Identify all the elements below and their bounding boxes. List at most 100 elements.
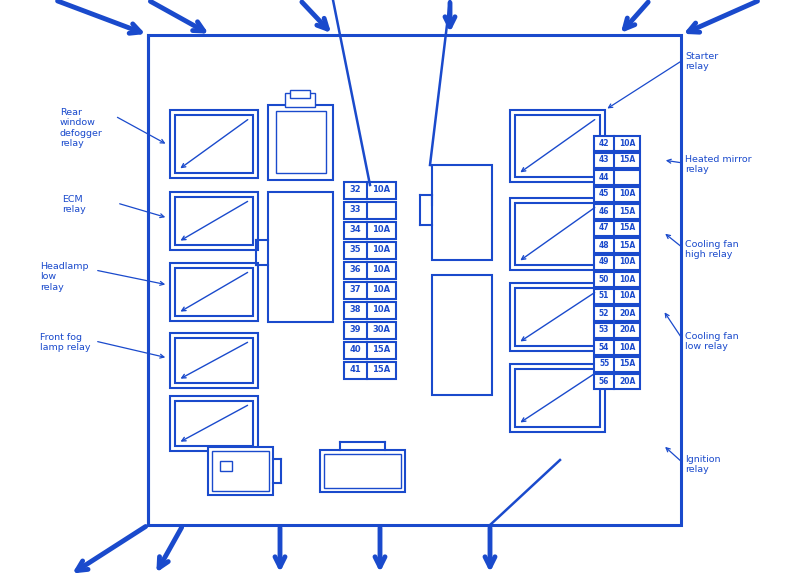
Bar — [594, 271, 640, 286]
Bar — [510, 110, 605, 182]
Text: 10A: 10A — [619, 190, 635, 198]
Text: 54: 54 — [599, 342, 610, 352]
Text: 15A: 15A — [619, 207, 635, 215]
Text: 10A: 10A — [372, 186, 390, 194]
Bar — [594, 254, 640, 269]
Bar — [276, 111, 326, 173]
Text: 10A: 10A — [372, 246, 390, 254]
Text: 34: 34 — [350, 225, 362, 235]
Bar — [594, 136, 640, 151]
Text: 30A: 30A — [373, 325, 390, 335]
Bar — [268, 105, 333, 180]
Text: 48: 48 — [599, 240, 610, 250]
Text: 15A: 15A — [372, 365, 390, 374]
Text: 41: 41 — [350, 365, 362, 374]
Bar — [344, 342, 396, 359]
Bar — [515, 288, 600, 346]
Text: 10A: 10A — [619, 257, 635, 267]
Text: 40: 40 — [350, 346, 362, 354]
Bar — [432, 165, 492, 260]
Text: 20A: 20A — [619, 308, 635, 318]
Bar — [344, 201, 396, 218]
Bar — [594, 357, 640, 371]
Bar — [594, 169, 640, 184]
Bar — [175, 268, 253, 316]
Text: ECM
relay: ECM relay — [62, 195, 86, 214]
Text: 45: 45 — [599, 190, 610, 198]
Text: 20A: 20A — [619, 325, 635, 335]
Bar — [515, 203, 600, 265]
Text: 35: 35 — [350, 246, 362, 254]
Text: 15A: 15A — [619, 223, 635, 232]
Bar — [594, 339, 640, 354]
Text: 10A: 10A — [372, 225, 390, 235]
Bar — [594, 322, 640, 338]
Bar — [432, 275, 492, 395]
Bar — [344, 301, 396, 318]
Text: 15A: 15A — [619, 360, 635, 368]
Text: 15A: 15A — [619, 240, 635, 250]
Bar — [510, 283, 605, 351]
Bar — [515, 369, 600, 427]
Bar — [510, 198, 605, 270]
Bar — [594, 186, 640, 201]
Text: Cooling fan
high relay: Cooling fan high relay — [685, 240, 738, 260]
Bar — [170, 396, 258, 451]
Bar — [510, 364, 605, 432]
Bar — [268, 192, 333, 322]
Bar — [175, 115, 253, 173]
Text: 51: 51 — [599, 292, 610, 300]
Bar — [594, 306, 640, 321]
Bar — [344, 261, 396, 279]
Bar — [594, 152, 640, 168]
Text: 36: 36 — [350, 265, 362, 275]
Bar — [285, 93, 315, 107]
Bar — [594, 221, 640, 236]
Text: 55: 55 — [599, 360, 610, 368]
Bar — [220, 461, 232, 471]
Bar — [594, 374, 640, 389]
Text: 38: 38 — [350, 306, 361, 314]
Bar — [344, 361, 396, 378]
Text: 10A: 10A — [372, 265, 390, 275]
Bar — [344, 321, 396, 339]
Bar — [594, 237, 640, 253]
Text: 56: 56 — [599, 377, 610, 385]
Bar — [175, 338, 253, 383]
Text: 32: 32 — [350, 186, 362, 194]
Text: 49: 49 — [599, 257, 610, 267]
Bar — [344, 282, 396, 299]
Text: 10A: 10A — [619, 342, 635, 352]
Text: 10A: 10A — [619, 275, 635, 283]
Text: Headlamp
low
relay: Headlamp low relay — [40, 262, 89, 292]
Text: 15A: 15A — [372, 346, 390, 354]
Text: Front fog
lamp relay: Front fog lamp relay — [40, 333, 90, 352]
Text: 10A: 10A — [372, 306, 390, 314]
Bar — [212, 451, 269, 491]
Bar — [170, 192, 258, 250]
Bar — [324, 454, 401, 488]
Bar — [320, 450, 405, 492]
Text: 42: 42 — [599, 139, 610, 147]
Text: 10A: 10A — [619, 292, 635, 300]
Bar — [594, 204, 640, 218]
Text: 15A: 15A — [619, 155, 635, 165]
Text: Heated mirror
relay: Heated mirror relay — [685, 155, 752, 175]
Text: 43: 43 — [599, 155, 610, 165]
Text: 44: 44 — [599, 172, 610, 182]
Text: 33: 33 — [350, 205, 361, 215]
Bar — [344, 182, 396, 198]
Text: Starter
relay: Starter relay — [685, 52, 718, 72]
Text: Rear
window
defogger
relay: Rear window defogger relay — [60, 108, 103, 148]
Text: 46: 46 — [599, 207, 610, 215]
Bar — [344, 222, 396, 239]
Text: Cooling fan
low relay: Cooling fan low relay — [685, 332, 738, 352]
Bar — [170, 333, 258, 388]
Text: 20A: 20A — [619, 377, 635, 385]
Text: 10A: 10A — [372, 286, 390, 294]
Text: 47: 47 — [599, 223, 610, 232]
Text: 52: 52 — [599, 308, 610, 318]
Text: 53: 53 — [599, 325, 610, 335]
Bar — [175, 197, 253, 245]
Bar — [170, 110, 258, 178]
